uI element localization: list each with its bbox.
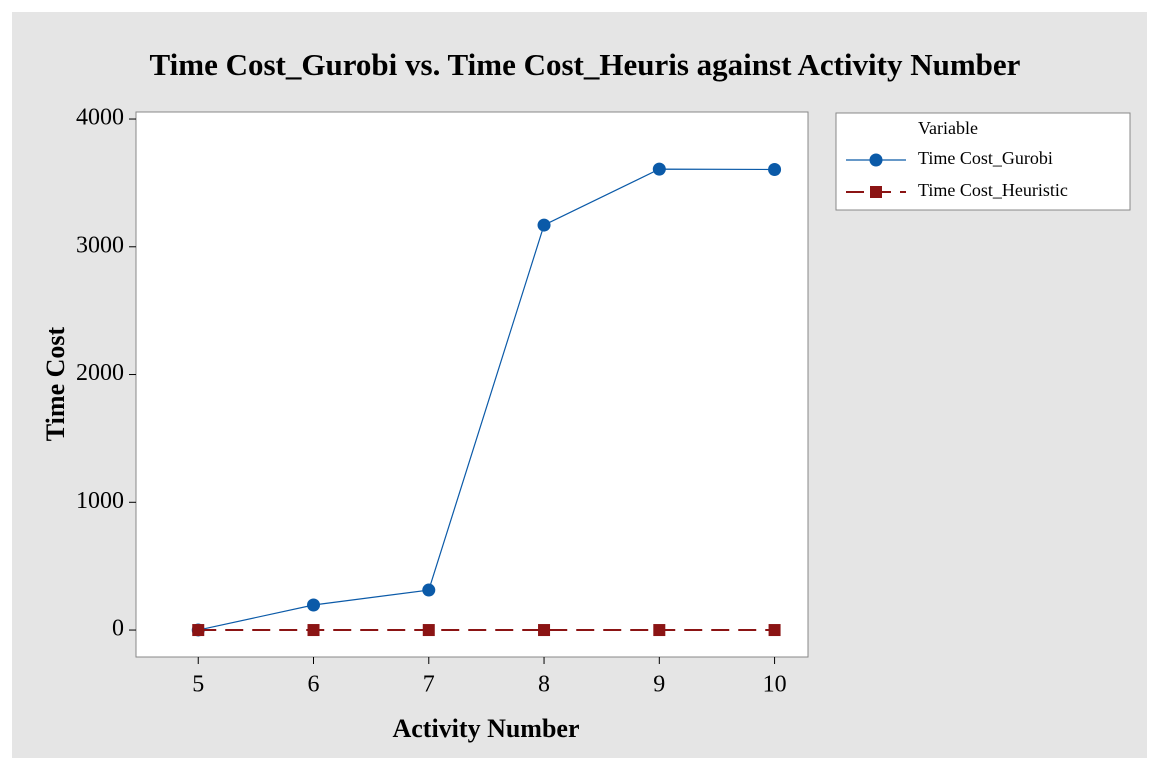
legend-box [835, 112, 1131, 211]
x-axis-label: Activity Number [392, 714, 579, 743]
marker [537, 218, 551, 232]
x-tick-label: 7 [423, 672, 435, 698]
plot-area [135, 111, 809, 658]
legend-label: Time Cost_Gurobi [918, 148, 1053, 168]
legend-title: Variable [918, 118, 978, 138]
series-line [198, 168, 775, 631]
marker [869, 153, 883, 167]
y-tick-label: 2000 [76, 360, 124, 386]
marker [768, 624, 781, 637]
marker [870, 186, 882, 198]
marker [307, 598, 321, 612]
y-tick-label: 1000 [76, 488, 124, 514]
y-tick-label: 3000 [76, 232, 124, 258]
x-tick-label: 5 [192, 672, 204, 698]
x-tick-label: 9 [653, 672, 665, 698]
marker [422, 583, 436, 597]
x-tick-label: 6 [308, 672, 320, 698]
y-axis-label: Time Cost [41, 326, 70, 441]
marker [538, 624, 551, 637]
marker [652, 162, 666, 176]
marker [422, 624, 435, 637]
legend-label: Time Cost_Heuristic [918, 180, 1068, 200]
marker [653, 624, 666, 637]
x-tick-label: 10 [763, 672, 787, 698]
marker [192, 624, 205, 637]
y-tick-label: 4000 [76, 105, 124, 131]
chart-title: Time Cost_Gurobi vs. Time Cost_Heuris ag… [150, 47, 1021, 82]
y-tick-label: 0 [112, 616, 124, 642]
marker [307, 624, 320, 637]
marker [768, 162, 782, 176]
x-tick-label: 8 [538, 672, 550, 698]
